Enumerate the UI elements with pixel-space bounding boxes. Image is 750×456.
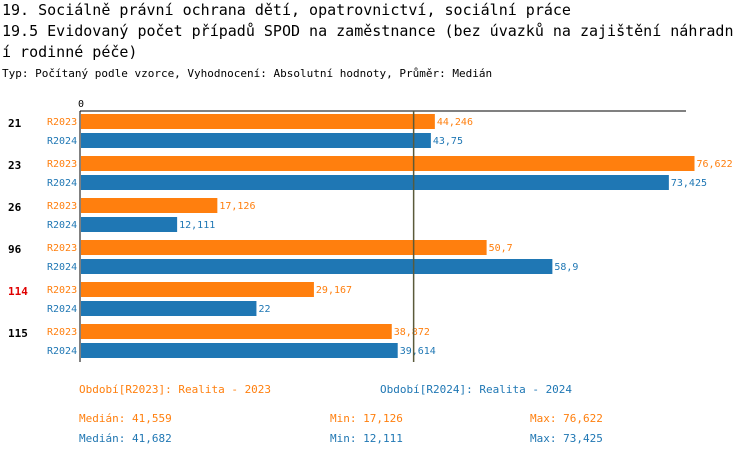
value-label-R2024-114: 22 xyxy=(258,304,270,315)
category-label-26: 26 xyxy=(8,201,22,214)
bar-R2023-26 xyxy=(81,198,218,213)
value-label-R2023-115: 38,872 xyxy=(394,327,430,338)
axis-zero-label: 0 xyxy=(78,99,84,110)
series-label-R2024-23: R2024 xyxy=(47,178,77,189)
category-label-114: 114 xyxy=(8,285,28,298)
chart-title-line-1: 19. Sociálně právní ochrana dětí, opatro… xyxy=(2,1,571,19)
value-label-R2024-21: 43,75 xyxy=(433,136,463,147)
value-label-R2023-114: 29,167 xyxy=(316,285,352,296)
bar-R2023-115 xyxy=(81,324,392,339)
value-label-R2024-96: 58,9 xyxy=(554,262,578,273)
bar-R2024-21 xyxy=(81,133,431,148)
bar-R2024-114 xyxy=(81,301,257,316)
series-label-R2024-114: R2024 xyxy=(47,304,77,315)
series-label-R2024-96: R2024 xyxy=(47,262,77,273)
value-label-R2024-23: 73,425 xyxy=(671,178,707,189)
value-label-R2024-26: 12,111 xyxy=(179,220,215,231)
bar-R2023-114 xyxy=(81,282,314,297)
stat-max-r2024: Max: 73,425 xyxy=(530,432,603,445)
value-label-R2023-23: 76,622 xyxy=(697,159,733,170)
chart-title-line-3: í rodinné péče) xyxy=(2,43,138,61)
bar-R2023-96 xyxy=(81,240,487,255)
series-label-R2024-21: R2024 xyxy=(47,136,77,147)
category-label-23: 23 xyxy=(8,159,21,172)
bar-R2023-21 xyxy=(81,114,435,129)
stat-min-r2023: Min: 17,126 xyxy=(330,412,403,425)
stat-median-r2024: Medián: 41,682 xyxy=(79,432,172,445)
stat-median-r2023: Medián: 41,559 xyxy=(79,412,172,425)
series-label-R2024-115: R2024 xyxy=(47,346,77,357)
series-label-R2023-115: R2023 xyxy=(47,327,77,338)
category-label-96: 96 xyxy=(8,243,22,256)
series-label-R2023-114: R2023 xyxy=(47,285,77,296)
legend-r2023: Období[R2023]: Realita - 2023 xyxy=(79,383,272,396)
bar-R2024-96 xyxy=(81,259,553,274)
category-label-115: 115 xyxy=(8,327,28,340)
bar-R2024-26 xyxy=(81,217,178,232)
series-label-R2023-23: R2023 xyxy=(47,159,77,170)
value-label-R2023-96: 50,7 xyxy=(489,243,513,254)
value-label-R2024-115: 39,614 xyxy=(400,346,436,357)
category-label-21: 21 xyxy=(8,117,22,130)
bar-R2024-115 xyxy=(81,343,398,358)
bar-R2024-23 xyxy=(81,175,669,190)
stat-min-r2024: Min: 12,111 xyxy=(330,432,403,445)
bar-R2023-23 xyxy=(81,156,695,171)
value-label-R2023-26: 17,126 xyxy=(219,201,255,212)
chart-title-line-2: 19.5 Evidovaný počet případů SPOD na zam… xyxy=(2,22,734,40)
chart-subtitle: Typ: Počítaný podle vzorce, Vyhodnocení:… xyxy=(2,67,493,80)
series-label-R2024-26: R2024 xyxy=(47,220,77,231)
series-label-R2023-96: R2023 xyxy=(47,243,77,254)
series-label-R2023-21: R2023 xyxy=(47,117,77,128)
stat-max-r2023: Max: 76,622 xyxy=(530,412,603,425)
series-label-R2023-26: R2023 xyxy=(47,201,77,212)
bar-chart: 0 21 R2023 44,246 R2024 43,75 23 R2023 76,622 R20… xyxy=(8,99,733,362)
legend-r2024: Období[R2024]: Realita - 2024 xyxy=(380,383,573,396)
value-label-R2023-21: 44,246 xyxy=(437,117,473,128)
